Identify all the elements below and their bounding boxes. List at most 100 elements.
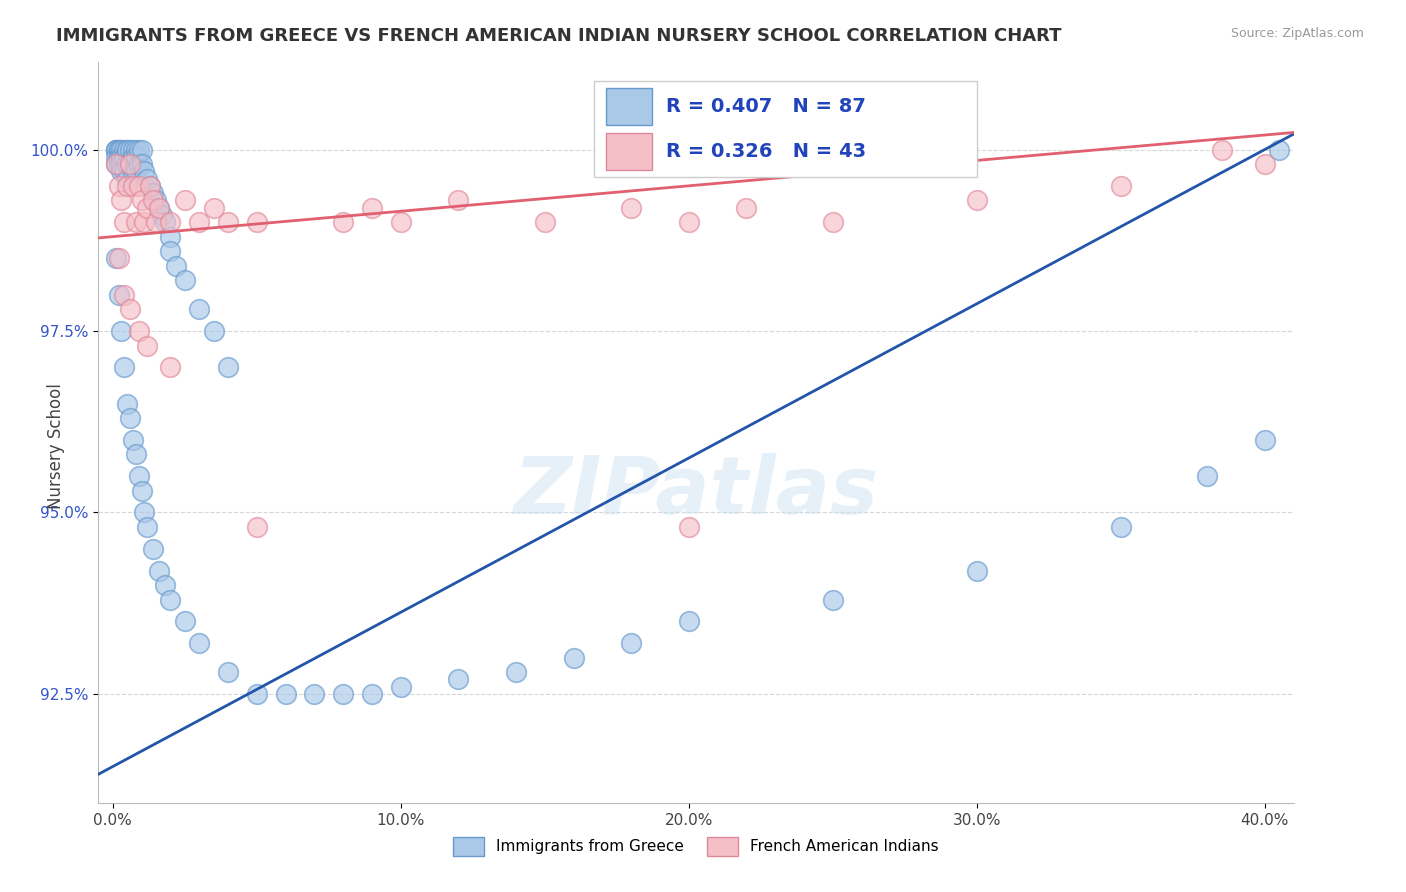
Point xyxy=(1268,143,1291,157)
Point xyxy=(678,615,700,629)
Point xyxy=(136,171,159,186)
Point xyxy=(173,615,195,629)
Point xyxy=(125,447,148,461)
Point xyxy=(202,324,225,338)
Point xyxy=(134,164,156,178)
Point xyxy=(125,215,148,229)
Point xyxy=(128,469,150,483)
Point xyxy=(125,143,148,157)
Point xyxy=(159,592,181,607)
Point xyxy=(122,164,145,178)
Point xyxy=(142,194,165,208)
Point xyxy=(620,636,643,650)
Point xyxy=(107,143,129,157)
Point xyxy=(188,302,211,317)
Point xyxy=(131,157,153,171)
Point xyxy=(107,157,129,171)
Point xyxy=(145,194,167,208)
Point xyxy=(112,360,135,375)
Point xyxy=(107,150,129,164)
Point xyxy=(104,143,127,157)
Point xyxy=(110,150,132,164)
Point xyxy=(678,215,700,229)
Point xyxy=(104,157,127,171)
Point xyxy=(125,164,148,178)
Point xyxy=(122,150,145,164)
Point xyxy=(112,215,135,229)
Point xyxy=(246,520,269,534)
Point xyxy=(115,143,138,157)
Point xyxy=(142,186,165,200)
Text: ZIPatlas: ZIPatlas xyxy=(513,453,879,531)
Point xyxy=(122,143,145,157)
Point xyxy=(188,636,211,650)
Point xyxy=(107,287,129,301)
Text: Nursery School: Nursery School xyxy=(48,383,65,509)
Point xyxy=(159,360,181,375)
Point xyxy=(562,650,585,665)
Point xyxy=(217,215,239,229)
Point xyxy=(361,201,384,215)
Point xyxy=(274,687,297,701)
Point xyxy=(115,396,138,410)
Point xyxy=(112,150,135,164)
Point xyxy=(735,201,758,215)
Point xyxy=(966,194,988,208)
Point xyxy=(122,178,145,193)
Point xyxy=(112,287,135,301)
Point xyxy=(107,252,129,266)
Point xyxy=(122,433,145,447)
Point xyxy=(128,143,150,157)
Point xyxy=(447,673,470,687)
Point xyxy=(148,201,170,215)
Point xyxy=(148,564,170,578)
Point xyxy=(110,143,132,157)
Point xyxy=(159,229,181,244)
Point xyxy=(1197,469,1219,483)
Point xyxy=(110,194,132,208)
Point xyxy=(110,324,132,338)
Point xyxy=(188,215,211,229)
Point xyxy=(505,665,527,680)
Point xyxy=(120,157,142,171)
Text: Source: ZipAtlas.com: Source: ZipAtlas.com xyxy=(1230,27,1364,40)
Point xyxy=(1109,178,1132,193)
Point xyxy=(145,215,167,229)
Point xyxy=(110,157,132,171)
Point xyxy=(115,157,138,171)
Point xyxy=(136,520,159,534)
Point xyxy=(112,143,135,157)
Point xyxy=(128,157,150,171)
Point xyxy=(150,208,173,222)
Point xyxy=(120,143,142,157)
Point xyxy=(332,687,354,701)
Point xyxy=(112,164,135,178)
Point xyxy=(217,665,239,680)
Point xyxy=(173,194,195,208)
Point xyxy=(620,201,643,215)
Point xyxy=(217,360,239,375)
Point xyxy=(1254,433,1277,447)
Point xyxy=(131,194,153,208)
Point xyxy=(110,164,132,178)
FancyBboxPatch shape xyxy=(595,81,977,178)
Bar xyxy=(606,133,652,169)
Point xyxy=(389,680,412,694)
Point xyxy=(136,201,159,215)
Bar xyxy=(606,88,652,126)
Point xyxy=(104,157,127,171)
Point xyxy=(134,506,156,520)
Point xyxy=(104,252,127,266)
Point xyxy=(115,178,138,193)
Point xyxy=(159,244,181,259)
Point xyxy=(134,215,156,229)
Text: R = 0.407   N = 87: R = 0.407 N = 87 xyxy=(666,97,866,116)
Point xyxy=(131,143,153,157)
Point xyxy=(246,687,269,701)
Point xyxy=(136,338,159,352)
Point xyxy=(153,215,176,229)
Point xyxy=(821,215,844,229)
Point xyxy=(120,157,142,171)
Point xyxy=(533,215,555,229)
Point xyxy=(1254,157,1277,171)
